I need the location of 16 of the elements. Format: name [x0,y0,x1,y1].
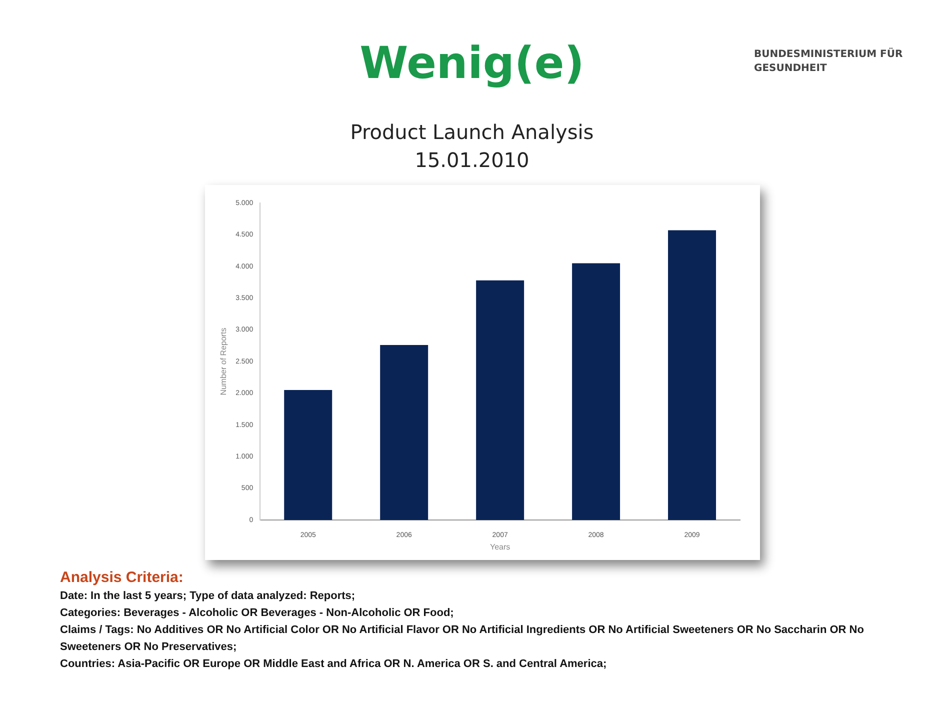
bar [572,263,620,520]
text: Claims / Tags: No Additives OR No Artificial Color OR No Artificial Flavor OR No Artificial Ingredients OR No Artificial Sweeteners OR No Saccharin OR No Sweeteners OR No Preservatives; [60,623,865,655]
bar [380,345,428,520]
text: Analysis Criteria: [60,568,184,588]
bar [668,230,716,520]
bar [476,280,524,520]
y-axis-title: Number of Reports [219,328,228,396]
text: 15.01.2010 [414,147,530,174]
chart-subtitle: Product Launch Analysis [349,119,595,146]
x-axis-title: Years [490,542,510,552]
text: Date: In the last 5 years; Type of data analyzed: Reports; [60,589,356,604]
chart-title: Wenig(e) [360,38,584,89]
bar [284,390,332,520]
text: BUNDESMINISTERIUM FÜR GESUNDHEIT [754,48,904,76]
text: Categories: Beverages - Alcoholic OR Beverages - Non-Alcoholic OR Food; [60,606,455,621]
text: Countries: Asia-Pacific OR Europe OR Middle East and Africa OR N. America OR S. and Central America; [60,657,608,672]
